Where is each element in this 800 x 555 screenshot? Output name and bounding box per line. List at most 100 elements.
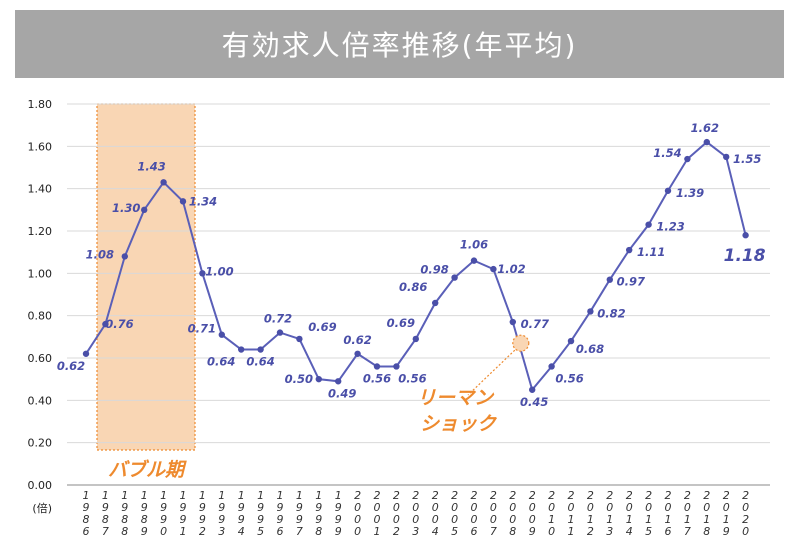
data-label: 1.00: [205, 264, 233, 278]
y-tick-label: 1.80: [28, 98, 53, 111]
data-point: [606, 276, 613, 283]
y-tick-label: 1.00: [28, 267, 53, 280]
data-point: [490, 265, 497, 273]
data-point: [432, 299, 439, 307]
data-point: [412, 335, 419, 343]
bubble-period-label: バブル期: [108, 459, 187, 481]
data-point: [548, 363, 555, 370]
data-point: [626, 246, 633, 254]
data-label: 1.55: [733, 152, 761, 166]
data-point: [664, 187, 672, 194]
y-unit-label: (倍): [32, 501, 52, 515]
y-tick-label: 0.80: [28, 310, 53, 323]
lehman-shock-connector: [467, 349, 516, 396]
data-point: [354, 350, 361, 357]
data-point: [567, 337, 575, 345]
data-label: 1.06: [460, 238, 488, 252]
data-label: 1.39: [676, 186, 704, 200]
data-label: 0.97: [617, 275, 645, 289]
data-label: 0.98: [420, 263, 448, 277]
data-label: 0.56: [555, 371, 583, 385]
data-label: 0.76: [105, 317, 133, 331]
y-tick-label: 1.40: [28, 183, 53, 196]
data-point: [238, 346, 245, 353]
data-label: 0.62: [343, 333, 371, 347]
y-tick-label: 0.20: [28, 437, 53, 450]
data-label: 0.68: [576, 342, 604, 356]
chart-title: 有効求人倍率推移(年平均): [15, 10, 784, 78]
data-label: 0.56: [398, 371, 426, 385]
data-label: 0.77: [521, 317, 549, 331]
data-label: 1.30: [112, 201, 140, 215]
lehman-shock-label-line1: リーマン: [417, 387, 495, 409]
data-point: [587, 308, 594, 315]
data-point: [218, 331, 225, 338]
data-label: 0.64: [207, 355, 235, 369]
data-point: [102, 320, 109, 328]
data-label: 0.50: [285, 372, 313, 386]
y-tick-label: 0.00: [28, 479, 53, 492]
y-tick-label: 1.20: [28, 225, 53, 238]
data-point: [82, 350, 90, 357]
data-label: 0.69: [308, 320, 336, 334]
data-label: 0.72: [264, 312, 292, 326]
data-point: [684, 155, 691, 163]
data-label: 1.43: [137, 159, 165, 173]
y-tick-label: 0.40: [28, 394, 53, 407]
data-label: 0.56: [363, 371, 391, 385]
data-point: [276, 329, 284, 336]
data-point: [723, 153, 730, 161]
data-label: 0.45: [520, 395, 548, 409]
data-point: [742, 232, 749, 239]
data-point: [529, 386, 536, 393]
data-label: 1.62: [691, 121, 719, 135]
data-label: 0.69: [387, 316, 415, 330]
data-point: [373, 363, 381, 370]
data-point: [179, 198, 187, 205]
data-label: 0.71: [188, 322, 216, 336]
data-point: [141, 206, 148, 214]
data-point: [199, 270, 206, 277]
data-label: 0.86: [399, 280, 427, 294]
data-point: [121, 253, 128, 260]
data-point: [315, 375, 322, 383]
y-tick-label: 1.60: [28, 140, 53, 153]
data-label: 1.54: [653, 146, 681, 160]
data-label: 0.62: [57, 359, 85, 373]
data-point: [393, 363, 400, 370]
data-label: 0.82: [597, 306, 625, 320]
lehman-shock-label-line2: ショック: [420, 413, 498, 435]
data-label: 1.11: [637, 245, 665, 259]
data-point: [645, 221, 652, 228]
data-label: 1.08: [86, 247, 114, 261]
